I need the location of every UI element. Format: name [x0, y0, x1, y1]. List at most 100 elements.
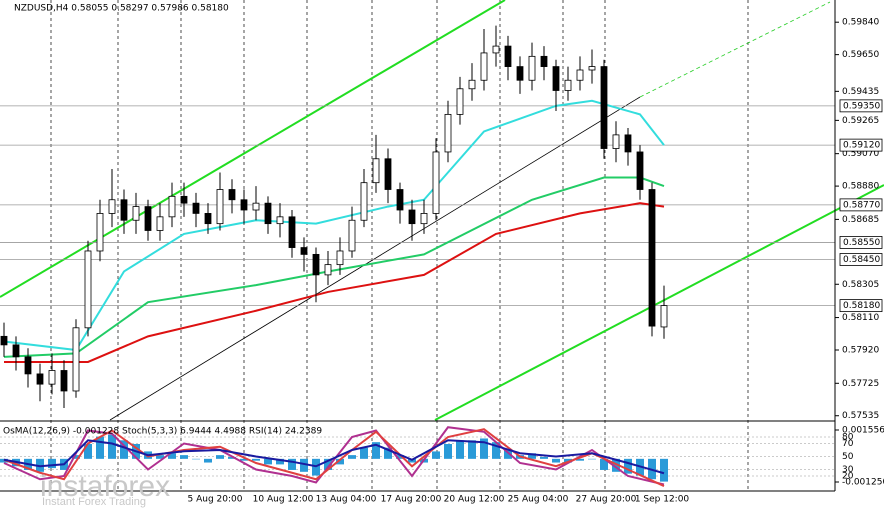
level-label-box: [839, 99, 883, 113]
level-label-box: [839, 198, 883, 212]
osma-bar: [528, 453, 536, 459]
candle-body: [528, 55, 536, 81]
indicator-line: [4, 202, 665, 363]
osma-bar: [600, 458, 608, 470]
grid: [50, 0, 749, 491]
candle-body: [384, 158, 392, 190]
indicator-line: [3, 99, 665, 352]
y2-tick-label: 50: [842, 452, 854, 462]
candle-body: [192, 202, 200, 214]
y-tick-label: 0.59435: [842, 87, 879, 97]
x-tick-label: 10 Aug 12:00: [253, 495, 314, 505]
level-label-box: [839, 236, 883, 249]
candle-body: [408, 209, 416, 225]
candle-body: [216, 189, 224, 225]
osma-bar: [564, 458, 572, 463]
candle-body: [456, 88, 464, 115]
y2-tick-label: 70: [842, 439, 854, 449]
level-label-box: [839, 299, 883, 313]
indicator-line: [3, 439, 665, 475]
osma-bar: [456, 440, 464, 459]
trend-line: [639, 1, 831, 98]
y-tick-label: 0.58305: [842, 280, 879, 290]
osma-bar: [240, 458, 248, 461]
candle-body: [648, 189, 656, 327]
osma-bar: [624, 458, 632, 474]
candle-body: [348, 219, 356, 252]
candle-body: [144, 206, 152, 231]
channel-line: [434, 184, 884, 421]
channel-line: [0, 0, 506, 298]
candle-body: [72, 327, 80, 392]
osma-bar: [192, 458, 200, 460]
candle-body: [540, 55, 548, 67]
candle-body: [432, 151, 440, 214]
candle-body: [660, 305, 668, 328]
candle-body: [360, 182, 368, 221]
osma-bar: [480, 438, 488, 459]
y-tick-label: 0.001556: [842, 426, 884, 436]
candle-body: [372, 158, 380, 184]
y2-tick-label: 30: [842, 465, 854, 475]
osma-bar: [444, 444, 452, 459]
candle-body: [180, 195, 188, 204]
level-label: 0.58550: [843, 238, 880, 248]
osma-bar: [228, 456, 236, 459]
candle-body: [636, 151, 644, 190]
osma-bar: [540, 456, 548, 459]
candle-body: [228, 189, 236, 201]
x-tick-label: 5 Aug 20:00: [188, 495, 243, 505]
osma-bar: [576, 458, 584, 461]
indicator-line: [3, 428, 665, 487]
osma-bar: [504, 449, 512, 459]
osma-bar: [360, 447, 368, 459]
osma-bar: [288, 458, 296, 470]
osma-bar: [96, 436, 104, 459]
y-tick-label: 0.57535: [842, 411, 879, 421]
level-label: 0.58770: [843, 200, 880, 210]
candle-body: [204, 213, 212, 225]
level-label-box: [839, 138, 883, 152]
candle-body: [336, 250, 344, 266]
osma-bar: [468, 440, 476, 459]
osma-bar: [396, 455, 404, 459]
candle-body: [24, 356, 32, 375]
candle-body: [288, 216, 296, 248]
x-tick-label: 27 Aug 20:00: [576, 495, 637, 505]
y-tick-label: 0.58685: [842, 215, 879, 225]
candle-body: [48, 370, 56, 385]
candle-body: [276, 216, 284, 225]
candle-body: [0, 335, 8, 346]
y-tick-label: 0.58110: [842, 313, 879, 323]
candle-body: [96, 213, 104, 252]
osma-bar: [552, 458, 560, 463]
osma-bar: [216, 455, 224, 459]
y-tick-label: -0.001250: [842, 478, 884, 488]
osma-bar: [348, 455, 356, 459]
candle-body: [552, 66, 560, 91]
y-tick-label: 0.57920: [842, 346, 879, 356]
level-label: 0.58180: [843, 301, 880, 311]
y-tick-label: 0.59070: [842, 149, 879, 159]
candle-body: [252, 202, 260, 211]
osma-bar: [48, 458, 56, 469]
candle-body: [480, 52, 488, 81]
y-tick-label: 0.59840: [842, 18, 879, 28]
candle-body: [468, 79, 476, 90]
osma-bar: [276, 458, 284, 465]
y-tick-label: 0.58880: [842, 182, 879, 192]
osma-bar: [108, 434, 116, 459]
candle-body: [624, 134, 632, 153]
level-label: 0.59350: [843, 101, 880, 111]
candle-body: [108, 199, 116, 214]
candle-body: [168, 195, 176, 218]
y-tick-label: 0.59650: [842, 50, 879, 60]
osma-bar: [252, 458, 260, 461]
candle-body: [132, 206, 140, 221]
candle-body: [36, 373, 44, 385]
y2-tick-label: 80: [842, 433, 854, 443]
osma-bar: [72, 455, 80, 459]
osma-bar: [588, 458, 596, 460]
candle-body: [240, 199, 248, 211]
